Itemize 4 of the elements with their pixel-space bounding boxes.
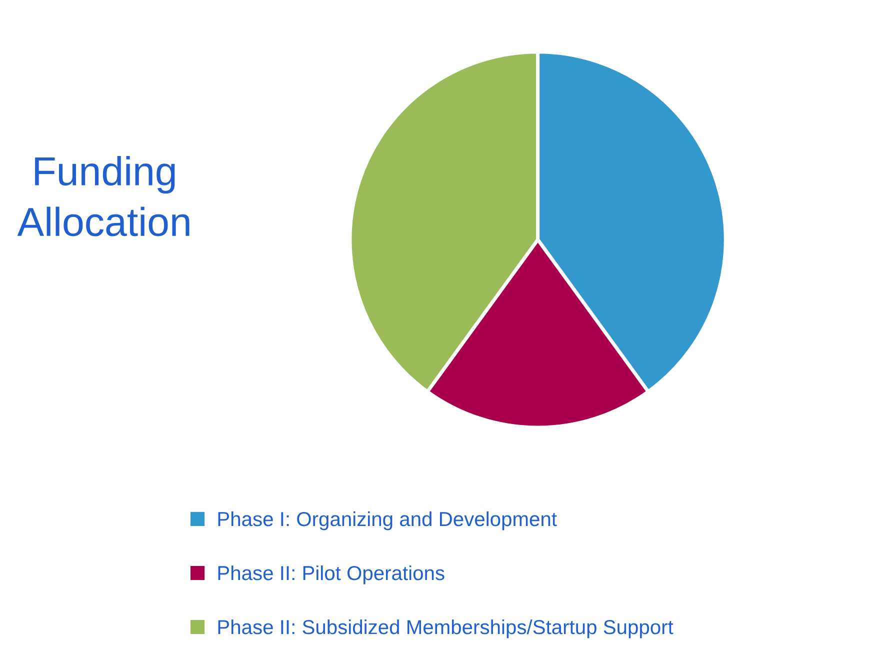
legend-label: Phase II: Pilot Operations <box>218 565 444 584</box>
legend-label: Phase I: Organizing and Development <box>218 511 557 530</box>
text: Funding Allocation <box>17 156 190 236</box>
legend-label: Phase II: Subsidized Memberships/Startup Support <box>218 619 674 638</box>
